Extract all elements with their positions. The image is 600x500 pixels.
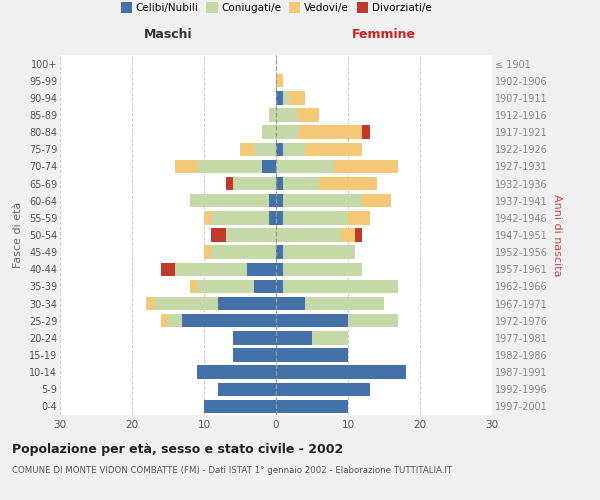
Bar <box>298 108 319 122</box>
Bar <box>276 382 370 396</box>
Bar <box>276 331 312 344</box>
Bar <box>283 262 362 276</box>
Bar <box>276 160 334 173</box>
Bar <box>168 314 182 328</box>
Bar <box>204 211 211 224</box>
Bar <box>276 142 283 156</box>
Bar <box>348 211 370 224</box>
Bar <box>218 297 276 310</box>
Bar <box>341 228 355 241</box>
Bar <box>276 348 348 362</box>
Bar <box>233 348 276 362</box>
Bar <box>161 314 168 328</box>
Bar <box>269 211 276 224</box>
Bar <box>276 246 283 259</box>
Bar <box>283 194 362 207</box>
Bar <box>226 177 233 190</box>
Bar <box>190 194 269 207</box>
Bar <box>276 366 406 379</box>
Bar <box>182 314 276 328</box>
Y-axis label: Fasce di età: Fasce di età <box>13 202 23 268</box>
Bar <box>233 177 276 190</box>
Bar <box>254 280 276 293</box>
Bar <box>305 297 384 310</box>
Bar <box>254 142 276 156</box>
Bar <box>204 400 276 413</box>
Bar <box>269 194 276 207</box>
Bar <box>290 91 305 104</box>
Bar <box>276 108 298 122</box>
Bar <box>269 108 276 122</box>
Bar <box>319 177 377 190</box>
Bar <box>197 366 276 379</box>
Bar <box>283 142 305 156</box>
Bar <box>276 400 348 413</box>
Bar <box>362 126 370 139</box>
Bar <box>276 91 283 104</box>
Bar <box>283 211 348 224</box>
Bar <box>175 160 197 173</box>
Bar <box>154 297 218 310</box>
Bar <box>190 280 197 293</box>
Bar <box>298 126 362 139</box>
Text: Popolazione per età, sesso e stato civile - 2002: Popolazione per età, sesso e stato civil… <box>12 442 343 456</box>
Bar <box>276 314 348 328</box>
Bar <box>276 126 298 139</box>
Bar <box>283 246 355 259</box>
Bar <box>204 246 211 259</box>
Text: Maschi: Maschi <box>143 28 193 40</box>
Bar <box>276 211 283 224</box>
Bar <box>146 297 154 310</box>
Bar <box>355 228 362 241</box>
Bar <box>233 331 276 344</box>
Bar <box>283 280 398 293</box>
Bar <box>161 262 175 276</box>
Text: COMUNE DI MONTE VIDON COMBATTE (FM) - Dati ISTAT 1° gennaio 2002 - Elaborazione : COMUNE DI MONTE VIDON COMBATTE (FM) - Da… <box>12 466 452 475</box>
Y-axis label: Anni di nascita: Anni di nascita <box>551 194 562 276</box>
Bar <box>262 126 276 139</box>
Text: Femmine: Femmine <box>352 28 416 40</box>
Bar <box>218 382 276 396</box>
Bar <box>247 262 276 276</box>
Bar <box>262 160 276 173</box>
Bar <box>362 194 391 207</box>
Bar <box>226 228 276 241</box>
Bar <box>240 142 254 156</box>
Bar <box>305 142 362 156</box>
Bar <box>334 160 398 173</box>
Bar <box>283 91 290 104</box>
Bar <box>276 280 283 293</box>
Bar <box>276 228 341 241</box>
Bar <box>348 314 398 328</box>
Bar <box>276 177 283 190</box>
Bar <box>197 160 262 173</box>
Bar <box>276 297 305 310</box>
Legend: Celibi/Nubili, Coniugati/e, Vedovi/e, Divorziati/e: Celibi/Nubili, Coniugati/e, Vedovi/e, Di… <box>116 0 436 18</box>
Bar <box>211 211 269 224</box>
Bar <box>283 177 319 190</box>
Bar <box>197 280 254 293</box>
Bar <box>276 194 283 207</box>
Bar <box>276 74 283 88</box>
Bar <box>211 246 276 259</box>
Bar <box>312 331 348 344</box>
Bar <box>211 228 226 241</box>
Bar <box>276 262 283 276</box>
Bar <box>175 262 247 276</box>
